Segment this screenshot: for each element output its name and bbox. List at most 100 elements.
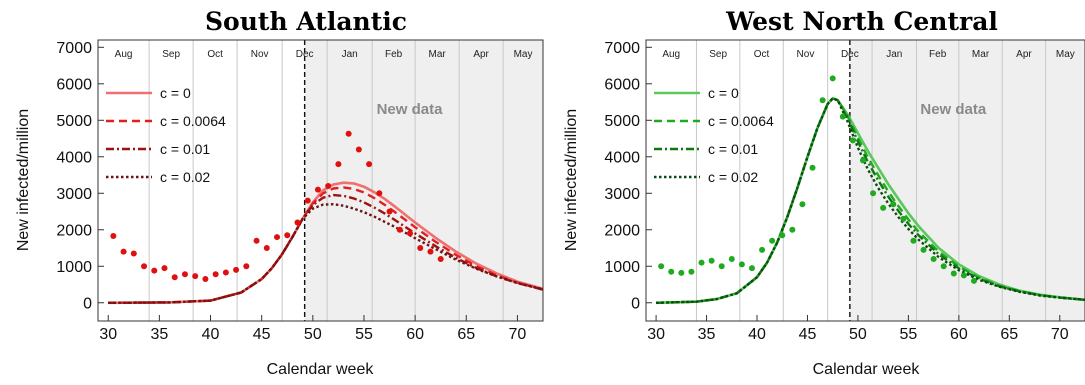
data-point: [890, 201, 897, 208]
data-point: [274, 234, 281, 241]
data-point: [130, 250, 137, 257]
x-tick-label: 65: [457, 326, 475, 343]
plot-frame: [97, 39, 544, 322]
data-point: [345, 130, 352, 137]
data-point: [325, 182, 332, 189]
month-label: May: [514, 49, 533, 60]
y-tick-label: 2000: [604, 222, 640, 239]
x-tick-label: 55: [355, 326, 373, 343]
month-label: Aug: [662, 49, 680, 60]
y-axis-label: New infected/million: [563, 109, 580, 251]
data-point: [407, 230, 414, 237]
month-label: Nov: [251, 49, 269, 60]
y-tick-label: 5000: [56, 113, 92, 130]
data-point: [161, 265, 168, 272]
month-label: Oct: [207, 49, 223, 60]
x-tick-label: 35: [150, 326, 168, 343]
data-point: [759, 246, 766, 253]
new-data-label: New data: [920, 101, 987, 118]
data-point: [284, 232, 291, 239]
data-point: [437, 255, 444, 262]
y-tick-label: 3000: [604, 186, 640, 203]
y-tick-label: 0: [631, 295, 640, 312]
month-label: Mar: [972, 49, 990, 60]
series-line: [108, 193, 543, 304]
month-label: Feb: [929, 49, 947, 60]
y-tick-label: 3000: [56, 186, 92, 203]
legend-label: c = 0.02: [708, 169, 758, 185]
data-point: [181, 271, 188, 278]
data-point: [171, 274, 178, 281]
y-tick-label: 5000: [604, 113, 640, 130]
month-label: Sep: [162, 49, 180, 60]
legend-label: c = 0.01: [160, 141, 210, 157]
data-point: [151, 267, 158, 274]
y-tick-label: 1000: [56, 259, 92, 276]
legend-label: c = 0: [160, 85, 191, 101]
x-axis-label: Calendar week: [813, 361, 921, 378]
legend-label: c = 0: [708, 85, 739, 101]
plot-area: [108, 40, 543, 321]
data-point: [880, 204, 887, 211]
data-point: [396, 226, 403, 233]
data-point: [859, 157, 866, 164]
month-label: Apr: [1016, 49, 1032, 60]
legend-label: c = 0.01: [708, 141, 758, 157]
data-point: [920, 246, 927, 253]
data-point: [212, 271, 219, 278]
chart-title: West North Central: [725, 7, 998, 36]
data-point: [678, 269, 685, 276]
data-point: [829, 75, 836, 82]
data-point: [253, 237, 260, 244]
x-tick-label: 70: [509, 326, 527, 343]
legend-label: c = 0.0064: [708, 113, 774, 129]
panel-west-north-central: West North Central Calendar week New inf…: [563, 7, 1085, 378]
x-tick-label: 70: [1051, 326, 1069, 343]
data-point: [728, 255, 735, 262]
data-point: [417, 245, 424, 252]
y-tick-label: 1000: [604, 259, 640, 276]
data-point: [870, 190, 877, 197]
data-point: [222, 269, 229, 276]
x-tick-label: 60: [406, 326, 424, 343]
month-label: Aug: [115, 49, 133, 60]
y-tick-label: 2000: [56, 222, 92, 239]
data-point: [314, 186, 321, 193]
data-point: [779, 232, 786, 239]
month-label: May: [1056, 49, 1075, 60]
data-point: [698, 259, 705, 266]
data-point: [738, 261, 745, 268]
data-point: [910, 237, 917, 244]
data-point: [202, 276, 209, 283]
data-point: [366, 161, 373, 168]
data-point: [960, 272, 967, 279]
data-point: [110, 232, 117, 239]
month-label: Jan: [342, 49, 358, 60]
month-label: Sep: [709, 49, 727, 60]
x-tick-label: 55: [899, 326, 917, 343]
plot-frame: [645, 39, 1085, 322]
data-point: [849, 137, 856, 144]
y-tick-label: 6000: [604, 76, 640, 93]
legend-label: c = 0.02: [160, 169, 210, 185]
data-point: [335, 161, 342, 168]
data-point: [304, 197, 311, 204]
x-tick-label: 45: [253, 326, 271, 343]
data-point: [940, 263, 947, 270]
month-label: Mar: [429, 49, 447, 60]
y-tick-label: 6000: [56, 76, 92, 93]
x-tick-label: 35: [698, 326, 716, 343]
data-point: [799, 201, 806, 208]
series-line: [656, 97, 1085, 304]
month-label: Oct: [754, 49, 770, 60]
x-tick-label: 45: [799, 326, 817, 343]
x-tick-label: 65: [1000, 326, 1018, 343]
data-point: [688, 268, 695, 275]
data-point: [243, 263, 250, 270]
data-point: [386, 208, 393, 215]
data-point: [294, 219, 301, 226]
legend-label: c = 0.0064: [160, 113, 226, 129]
x-tick-label: 40: [748, 326, 766, 343]
x-axis-label: Calendar week: [267, 361, 375, 378]
